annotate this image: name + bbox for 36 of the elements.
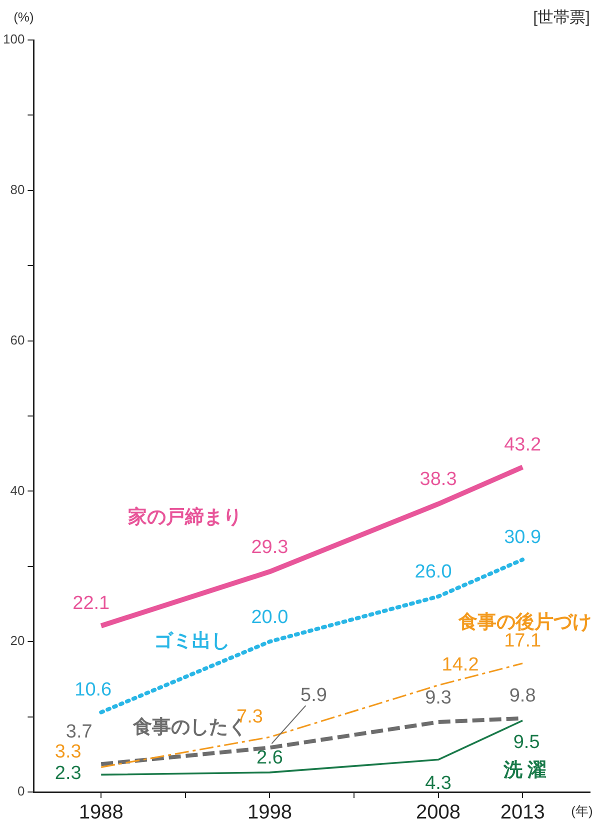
y-tick-label: 20: [10, 633, 25, 648]
y-axis-title: (%): [14, 10, 34, 25]
x-axis-title: (年): [571, 804, 593, 819]
y-tick-label: 0: [17, 784, 25, 799]
data-label: 9.3: [425, 687, 452, 708]
data-label: 9.5: [513, 732, 540, 753]
y-tick-label: 60: [10, 332, 25, 348]
data-label: 4.3: [425, 772, 452, 794]
x-tick-label: 1998: [247, 802, 292, 824]
series-label: 洗 濯: [502, 759, 547, 782]
data-label: 17.1: [504, 630, 542, 652]
data-label: 3.7: [66, 721, 92, 742]
text: 家の戸締まり: [127, 506, 242, 528]
data-label: 2.3: [54, 762, 82, 784]
y-tick-label: 40: [10, 482, 25, 498]
x-tick-label: 2008: [416, 802, 461, 824]
text: 食事の後片づけ: [458, 611, 592, 634]
data-label: 10.6: [74, 680, 112, 701]
y-tick-label: 100: [2, 32, 25, 47]
x-tick-label: 1988: [78, 802, 124, 824]
data-label: 26.0: [414, 562, 452, 583]
data-label: 22.1: [72, 593, 110, 614]
data-label: 2.6: [256, 748, 283, 769]
data-label: 9.8: [509, 686, 536, 707]
x-tick-label: 2013: [500, 802, 545, 824]
data-label: 38.3: [420, 469, 457, 490]
data-label: 14.2: [442, 654, 479, 676]
data-label: 30.9: [504, 526, 542, 548]
series-label: ゴミ出し: [154, 630, 230, 652]
data-label: 5.9: [300, 684, 327, 706]
data-label: 3.3: [54, 741, 82, 762]
data-label: 29.3: [251, 536, 288, 558]
y-tick-label: 80: [10, 182, 25, 197]
text: [世帯票]: [533, 8, 590, 26]
data-label: 20.0: [251, 606, 288, 628]
data-label: 43.2: [504, 434, 542, 456]
